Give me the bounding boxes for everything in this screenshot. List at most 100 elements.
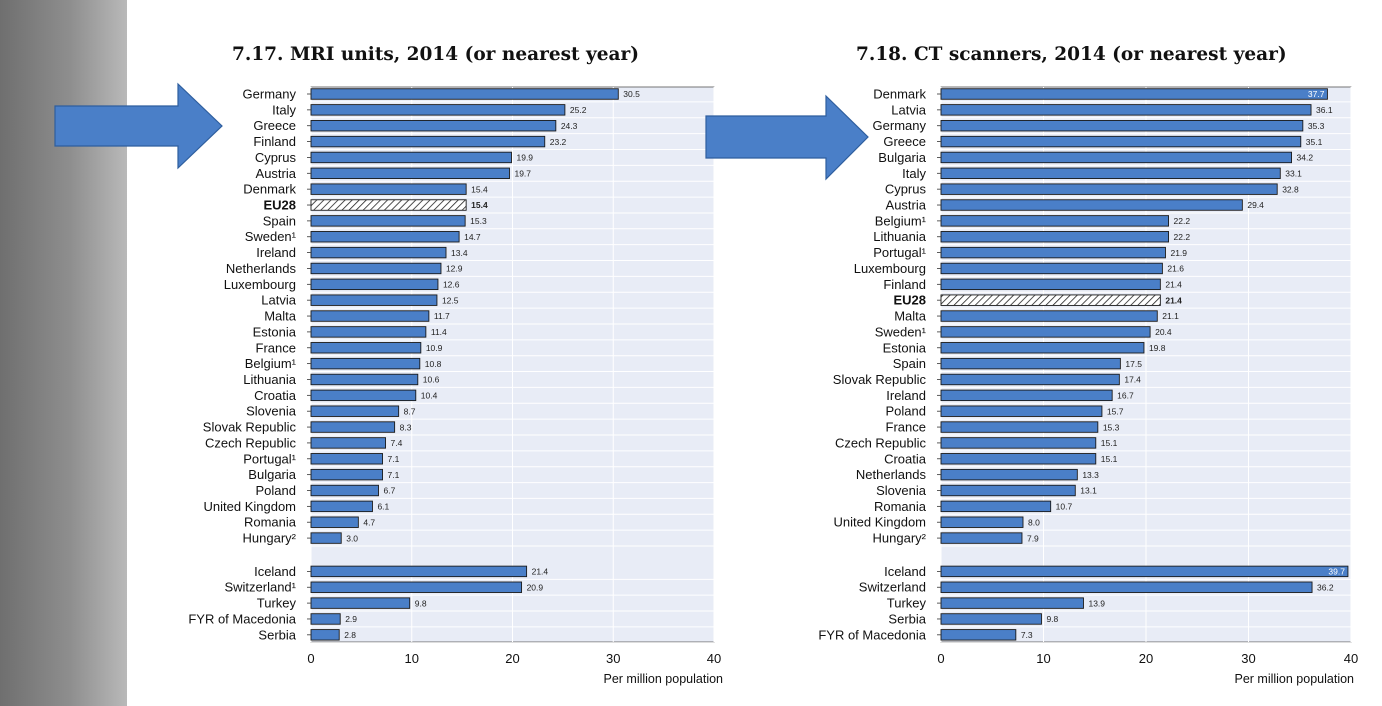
value-label-lithuania: 10.6 [423, 375, 440, 385]
category-label-germany: Germany [243, 87, 297, 102]
value-label-czech-republic: 15.1 [1101, 438, 1118, 448]
value-label-estonia: 11.4 [431, 327, 447, 337]
value-label-spain: 17.5 [1125, 359, 1142, 369]
value-label-slovenia: 13.1 [1080, 486, 1097, 496]
value-label-greece: 35.1 [1306, 137, 1323, 147]
bar-croatia [310, 389, 417, 402]
category-label-spain: Spain [263, 213, 296, 228]
bar-finland [940, 278, 1161, 291]
category-label-slovak-republic: Slovak Republic [203, 420, 297, 435]
category-label-estonia: Estonia [253, 324, 297, 339]
category-label-italy: Italy [902, 166, 926, 181]
bar-sweden [940, 326, 1151, 338]
bar-spain [940, 357, 1121, 370]
category-label-romania: Romania [244, 515, 297, 530]
category-label-switzerland: Switzerland [859, 580, 926, 595]
category-label-portugal: Portugal¹ [243, 451, 296, 466]
value-label-finland: 23.2 [550, 137, 567, 147]
bar-poland [310, 484, 379, 497]
bar-croatia [940, 453, 1097, 465]
value-label-germany: 35.3 [1308, 121, 1325, 131]
bar-fyr-of-macedonia [940, 629, 1017, 641]
category-label-fyr-of-macedonia: FYR of Macedonia [188, 611, 296, 626]
value-label-iceland: 39.7 [1328, 567, 1345, 577]
value-label-eu28: 15.4 [471, 200, 488, 210]
category-label-sweden: Sweden¹ [875, 324, 927, 339]
bar-slovak-republic [940, 373, 1120, 386]
category-label-finland: Finland [253, 134, 296, 149]
value-label-austria: 19.7 [514, 169, 531, 179]
value-label-ireland: 16.7 [1117, 391, 1134, 401]
value-label-denmark: 15.4 [471, 184, 488, 194]
bar-portugal [940, 246, 1166, 259]
bar-switzerland [940, 581, 1313, 593]
bar-luxembourg [310, 278, 439, 291]
bar-switzerland [310, 581, 523, 593]
category-label-luxembourg: Luxembourg [854, 261, 926, 276]
category-label-denmark: Denmark [243, 182, 296, 197]
category-label-slovenia: Slovenia [246, 404, 297, 419]
category-label-ireland: Ireland [256, 245, 296, 260]
value-label-united-kingdom: 8.0 [1028, 517, 1040, 527]
value-label-estonia: 19.8 [1149, 343, 1166, 353]
bar-romania [940, 500, 1052, 513]
value-label-slovak-republic: 17.4 [1124, 375, 1141, 385]
category-label-latvia: Latvia [261, 293, 296, 308]
value-label-finland: 21.4 [1165, 280, 1182, 290]
bar-latvia [940, 104, 1312, 116]
value-label-bulgaria: 7.1 [388, 470, 400, 480]
category-label-belgium: Belgium¹ [245, 356, 297, 371]
category-label-greece: Greece [253, 118, 296, 133]
value-label-croatia: 15.1 [1101, 454, 1118, 464]
category-label-spain: Spain [893, 356, 926, 371]
category-label-netherlands: Netherlands [226, 261, 297, 276]
bar-serbia [310, 629, 340, 641]
category-label-sweden: Sweden¹ [245, 229, 297, 244]
category-label-italy: Italy [272, 102, 296, 117]
bar-netherlands [940, 468, 1078, 481]
value-label-greece: 24.3 [561, 121, 578, 131]
value-label-slovak-republic: 8.3 [400, 422, 412, 432]
category-label-eu28: EU28 [893, 293, 926, 308]
category-label-germany: Germany [873, 118, 927, 133]
value-label-latvia: 36.1 [1316, 105, 1333, 115]
bar-germany [940, 120, 1304, 132]
category-label-slovenia: Slovenia [876, 483, 927, 498]
bar-france [310, 342, 422, 354]
value-label-fyr-of-macedonia: 7.3 [1021, 630, 1033, 640]
bar-cyprus [940, 183, 1278, 195]
bar-ireland [310, 246, 447, 259]
value-label-sweden: 20.4 [1155, 327, 1172, 337]
category-label-france: France [886, 420, 926, 435]
bar-estonia [940, 342, 1145, 354]
value-label-slovenia: 8.7 [404, 406, 416, 416]
category-label-ireland: Ireland [886, 388, 926, 403]
category-label-lithuania: Lithuania [243, 372, 297, 387]
x-axis-label-ct: Per million population [1234, 672, 1354, 686]
x-tick-label-40: 40 [707, 651, 721, 666]
bar-denmark [310, 183, 467, 195]
value-label-serbia: 9.8 [1046, 614, 1058, 624]
bar-poland [940, 405, 1103, 417]
category-label-united-kingdom: United Kingdom [204, 499, 297, 514]
bar-portugal [310, 453, 383, 465]
bar-cyprus [310, 151, 512, 164]
category-label-cyprus: Cyprus [885, 182, 927, 197]
category-label-romania: Romania [874, 499, 927, 514]
category-label-slovak-republic: Slovak Republic [833, 372, 927, 387]
bar-italy [310, 104, 566, 116]
value-label-sweden: 14.7 [464, 232, 481, 242]
category-label-eu28: EU28 [263, 198, 296, 213]
value-label-austria: 29.4 [1247, 200, 1264, 210]
value-label-fyr-of-macedonia: 2.9 [345, 614, 357, 624]
value-label-switzerland: 36.2 [1317, 582, 1334, 592]
x-tick-label-40: 40 [1344, 651, 1358, 666]
bar-czech-republic [940, 437, 1097, 449]
value-label-italy: 25.2 [570, 105, 587, 115]
bar-slovenia [310, 405, 400, 417]
value-label-malta: 11.7 [434, 311, 450, 321]
bar-united-kingdom [940, 516, 1024, 528]
category-label-cyprus: Cyprus [255, 150, 297, 165]
value-label-eu28: 21.4 [1165, 295, 1182, 305]
bar-fyr-of-macedonia [310, 613, 341, 625]
